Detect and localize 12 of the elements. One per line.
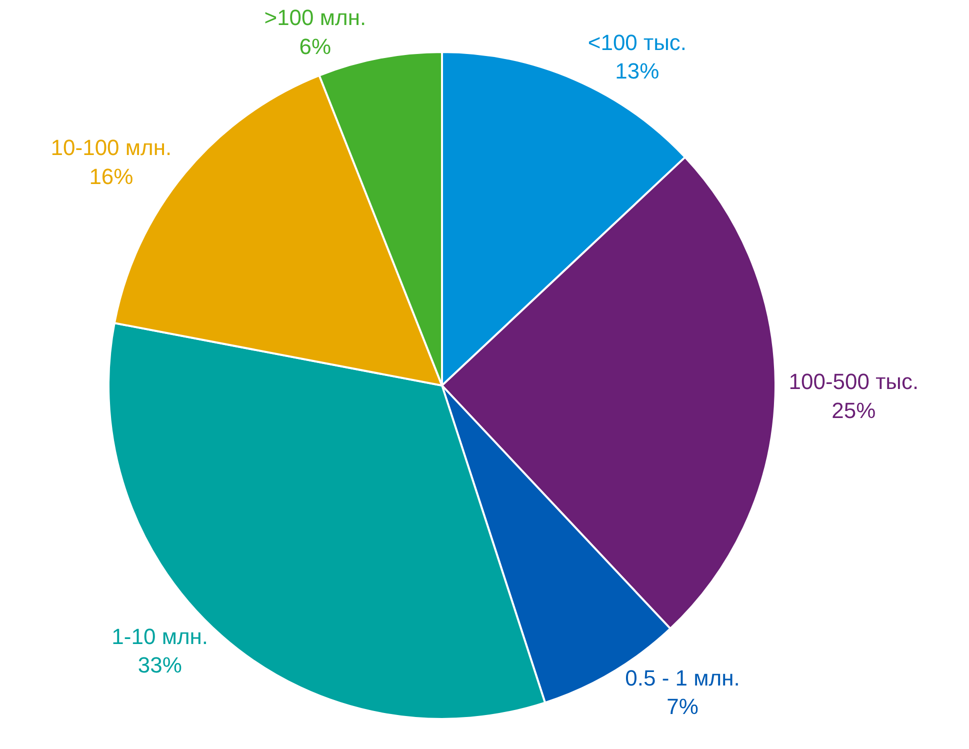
data-label: 13% [615,58,660,84]
slice-label: 1-10 млн. [112,624,208,649]
data-label: 16% [89,164,134,189]
data-label: 7% [666,694,698,720]
data-label: 25% [832,398,876,423]
slice-label: 10-100 млн. [50,135,172,160]
slice-label: >100 млн. [264,5,366,30]
slice-label: <100 тыс. [588,30,687,56]
data-label: 6% [299,34,332,59]
data-label: 33% [138,652,182,678]
slice-label: 100-500 тыс. [788,369,919,394]
slice-label: 0.5 - 1 млн. [625,666,740,691]
